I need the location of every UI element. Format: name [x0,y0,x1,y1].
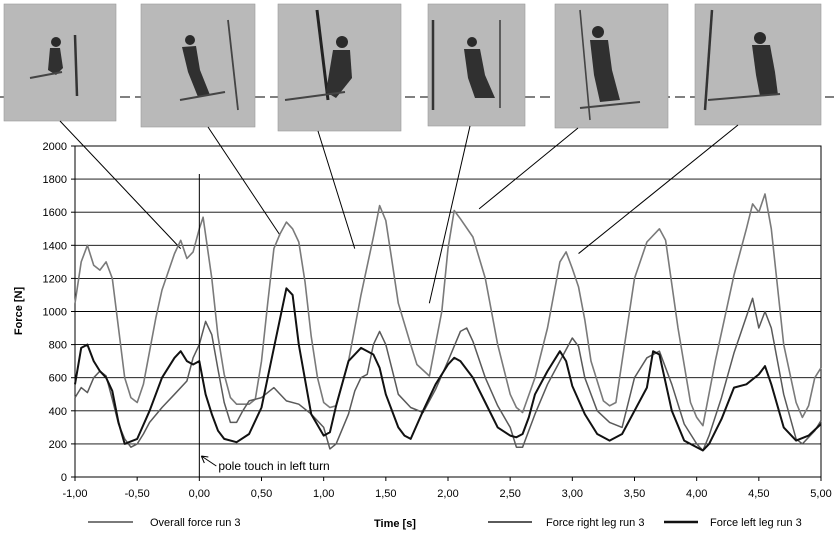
pole-touch-arrow [200,455,217,467]
y-tick-label: 600 [49,373,67,385]
y-tick-label: 2000 [43,141,67,153]
y-tick-label: 400 [49,406,67,418]
x-tick-label: 5,00 [810,488,831,500]
skier-photo-6 [694,3,822,126]
series-layer [74,193,822,452]
photo-link-line [428,125,471,304]
x-tick-label: 0,50 [251,488,272,500]
x-axis-title: Time [s] [374,518,416,530]
x-tick-label: -0,50 [125,488,150,500]
skier-photo-1 [3,3,117,122]
x-tick-label: 3,50 [624,488,645,500]
x-tick-label: 4,50 [748,488,769,500]
y-tick-label: 1400 [43,240,67,252]
y-axis-ticks: 0 200 400 600 800 1000 1200 1400 1600 1800 2000 [43,141,75,484]
x-tick-label: 1,50 [375,488,396,500]
photo-link-line [478,127,579,210]
series-line-left-leg [74,287,822,452]
y-tick-label: 800 [49,340,67,352]
skier-photo-2 [140,3,256,128]
skier-photo-4 [427,3,526,127]
legend-label-right-leg: Force right leg run 3 [546,517,644,529]
y-tick-label: 1200 [43,273,67,285]
x-tick-label: 4,00 [686,488,707,500]
skier-photo-strip [3,3,822,132]
y-tick-label: 1000 [43,307,67,319]
photo-link-line [578,124,739,254]
pole-touch-annotation: pole touch in left turn [218,459,329,473]
y-tick-label: 1600 [43,207,67,219]
y-tick-label: 200 [49,439,67,451]
legend-label-overall: Overall force run 3 [150,517,240,529]
x-tick-label: 2,00 [437,488,458,500]
y-axis-title: Force [N] [13,287,25,336]
series-line-right-leg [74,297,822,452]
x-tick-label: 2,50 [499,488,520,500]
skier-photo-5 [554,3,669,129]
y-tick-label: 0 [61,472,67,484]
photo-link-line [317,130,356,249]
y-tick-label: 1800 [43,174,67,186]
skier-photo-3 [277,3,402,132]
x-tick-label: 1,00 [313,488,334,500]
legend: Overall force run 3 Force right leg run … [88,517,802,529]
horizontal-gridlines [75,178,821,445]
photo-link-line [207,126,281,236]
x-tick-label: -1,00 [62,488,87,500]
series-line-overall [74,193,822,427]
x-tick-label: 3,00 [562,488,583,500]
x-tick-label: 0,00 [189,488,210,500]
photo-link-line [59,120,182,249]
x-axis-ticks: -1,00 -0,50 0,00 0,50 1,00 1,50 2,00 2,50 3,00 3,… [62,477,832,500]
legend-label-left-leg: Force left leg run 3 [710,517,802,529]
